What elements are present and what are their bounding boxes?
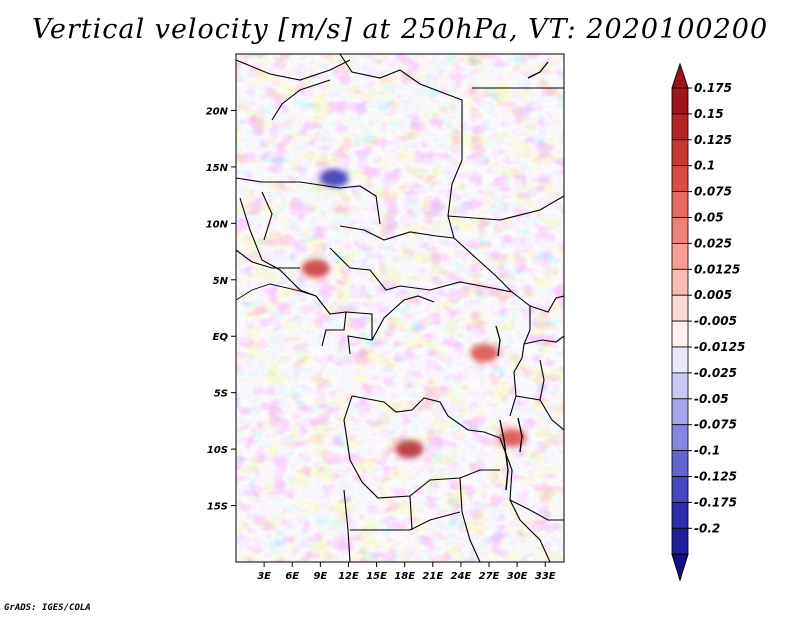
colorbar-label: 0.05	[694, 211, 724, 225]
country-borders	[236, 54, 564, 562]
colorbar-bottom-arrow	[671, 553, 689, 582]
colorbar-segment	[671, 217, 689, 244]
colorbar-label: -0.05	[694, 392, 729, 406]
colorbar-label: 0.125	[694, 133, 732, 147]
colorbar-segment	[671, 450, 689, 477]
plot-frame	[235, 53, 565, 563]
colorbar-label: -0.075	[694, 418, 737, 432]
colorbar-label: 0.175	[694, 81, 732, 95]
colorbar-segment	[671, 165, 689, 192]
hotspot-central-african-convection	[301, 259, 330, 278]
hotspot-chad-niger-border	[320, 169, 349, 188]
colorbar-segment	[671, 320, 689, 348]
y-tick-label: 20N	[206, 106, 229, 117]
colorbar-segment	[671, 527, 689, 555]
colorbar-segment	[671, 501, 689, 529]
colorbar-segment	[671, 113, 689, 141]
x-tick-label: 33E	[535, 571, 556, 582]
colorbar-label: 0.0125	[694, 262, 740, 276]
colorbar-segment	[671, 424, 689, 452]
y-tick-label: 15S	[207, 502, 228, 513]
colorbar-segment	[671, 242, 689, 270]
y-tick-label: EQ	[213, 332, 229, 343]
contour-field	[236, 54, 564, 562]
x-tick-label: 30E	[507, 571, 528, 582]
colorbar-label: 0.025	[694, 236, 732, 250]
hotspot-drc-east	[470, 344, 499, 363]
colorbar-segment	[671, 139, 689, 167]
colorbar-segment	[671, 346, 689, 374]
colorbar-top-arrow	[671, 62, 689, 89]
colorbar-segment	[671, 87, 689, 115]
x-tick-label: 6E	[285, 571, 299, 582]
x-axis: 3E 6E 9E 12E 15E 18E 21E 24E 27E 30E 33E	[257, 562, 556, 582]
x-tick-label: 9E	[313, 571, 327, 582]
colorbar-label: 0.1	[694, 159, 715, 173]
colorbar-segment	[671, 476, 689, 503]
colorbar-segment	[671, 191, 689, 218]
x-tick-label: 24E	[451, 571, 472, 582]
x-tick-label: 18E	[394, 571, 415, 582]
x-tick-label: 15E	[366, 571, 387, 582]
colorbar-label: 0.15	[694, 107, 724, 121]
grads-credit: GrADS: IGES/COLA	[4, 603, 91, 613]
y-tick-label: 5S	[214, 389, 228, 400]
y-tick-label: 15N	[206, 163, 229, 174]
x-tick-label: 12E	[338, 571, 359, 582]
hotspot-lake-region	[498, 428, 527, 447]
colorbar-segment	[671, 372, 689, 400]
colorbar-label: -0.0125	[694, 340, 745, 354]
y-tick-label: 5N	[213, 276, 229, 287]
colorbar-label: -0.025	[694, 366, 737, 380]
x-tick-label: 3E	[257, 571, 271, 582]
colorbar-label: 0.005	[694, 288, 732, 302]
colorbar-label: -0.2	[694, 521, 720, 535]
y-tick-label: 10S	[207, 445, 228, 456]
colorbar-segment	[671, 294, 689, 322]
colorbar-label: -0.1	[694, 444, 720, 458]
x-tick-label: 21E	[422, 571, 443, 582]
y-tick-label: 10N	[206, 219, 229, 230]
colorbar-label: -0.005	[694, 314, 737, 328]
colorbar-segment	[671, 398, 689, 426]
colorbar-label: -0.125	[694, 470, 737, 484]
colorbar-label: 0.075	[694, 185, 732, 199]
x-tick-label: 27E	[479, 571, 500, 582]
colorbar-label: -0.175	[694, 495, 737, 509]
chart-title: Vertical velocity [m/s] at 250hPa, VT: 2…	[31, 14, 769, 45]
y-axis: 20N 15N 10N 5N EQ 5S 10S 15S	[206, 106, 236, 513]
colorbar: 0.175 0.15 0.125 0.1 0.075 0.05 0.025 0.0125 0.0…	[671, 62, 745, 582]
colorbar-segment	[671, 268, 689, 296]
hotspot-angola-zambia-north	[395, 440, 424, 459]
